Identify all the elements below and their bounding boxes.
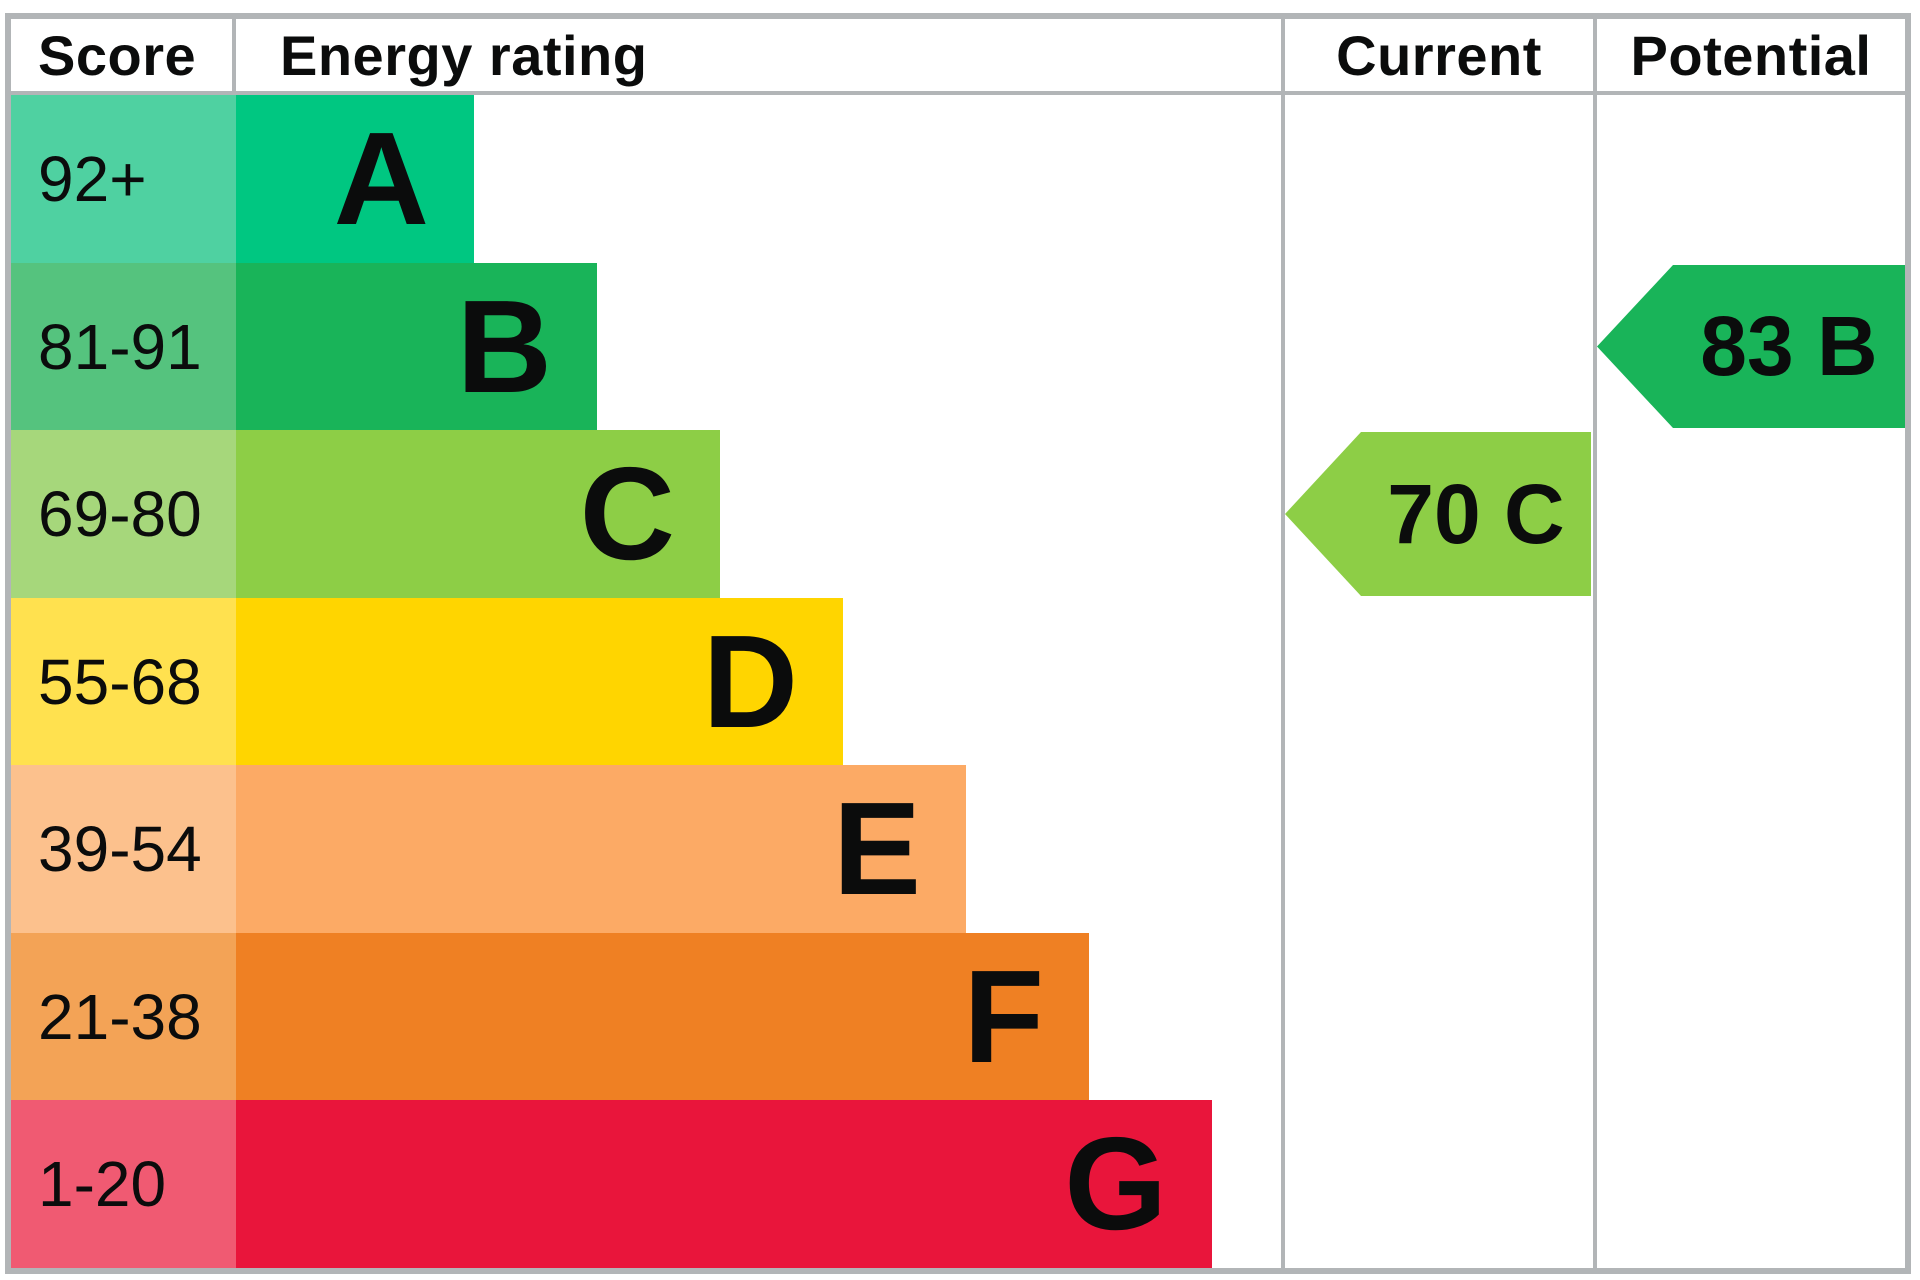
band-score-cell: 81-91 — [11, 263, 236, 430]
band-score-range: 39-54 — [38, 813, 202, 885]
band-score-cell: 21-38 — [11, 933, 236, 1100]
header-divider-line — [11, 91, 1905, 95]
header-current: Current — [1336, 23, 1542, 87]
band-bar: C — [236, 430, 720, 598]
band-row: 55-68 D — [0, 598, 1920, 765]
band-bar: B — [236, 263, 597, 430]
band-score-range: 55-68 — [38, 645, 202, 718]
band-letter: A — [333, 105, 429, 252]
band-bar: F — [236, 933, 1089, 1100]
band-score-cell: 1-20 — [11, 1100, 236, 1268]
header-potential: Potential — [1630, 23, 1872, 87]
current-column-divider — [1281, 19, 1285, 1268]
band-score-cell: 55-68 — [11, 598, 236, 765]
current-rating-label: 70 C — [1387, 466, 1565, 561]
band-score-cell: 39-54 — [11, 765, 236, 933]
band-letter: F — [963, 942, 1044, 1090]
band-row: 21-38 F — [0, 933, 1920, 1100]
band-letter: D — [702, 607, 798, 755]
band-score-cell: 69-80 — [11, 430, 236, 598]
band-bar: G — [236, 1100, 1212, 1268]
band-row: 39-54 E — [0, 765, 1920, 933]
band-bar: D — [236, 598, 843, 765]
band-row: 81-91 B — [0, 263, 1920, 430]
band-letter: E — [832, 775, 921, 922]
band-letter: B — [456, 272, 552, 420]
band-row: 69-80 C — [0, 430, 1920, 598]
band-score-range: 69-80 — [38, 478, 202, 550]
band-score-range: 92+ — [38, 143, 147, 215]
band-row: 92+ A — [0, 95, 1920, 263]
potential-rating-label: 83 B — [1700, 299, 1878, 393]
header-score: Score — [38, 23, 197, 87]
chart-outer-border — [5, 13, 1911, 1274]
band-letter: C — [579, 440, 675, 587]
band-score-range: 21-38 — [38, 980, 202, 1053]
band-bar: A — [236, 95, 474, 263]
current-rating-arrow: 70 C — [1285, 432, 1591, 596]
score-column-divider — [232, 19, 236, 95]
band-score-range: 81-91 — [38, 310, 202, 383]
band-bar: E — [236, 765, 966, 933]
band-score-cell: 92+ — [11, 95, 236, 263]
band-row: 1-20 G — [0, 1100, 1920, 1268]
potential-rating-arrow: 83 B — [1597, 265, 1905, 428]
band-letter: G — [1064, 1110, 1167, 1257]
band-score-range: 1-20 — [38, 1148, 167, 1220]
potential-column-divider — [1593, 19, 1597, 1268]
header-energy-rating: Energy rating — [280, 23, 648, 87]
